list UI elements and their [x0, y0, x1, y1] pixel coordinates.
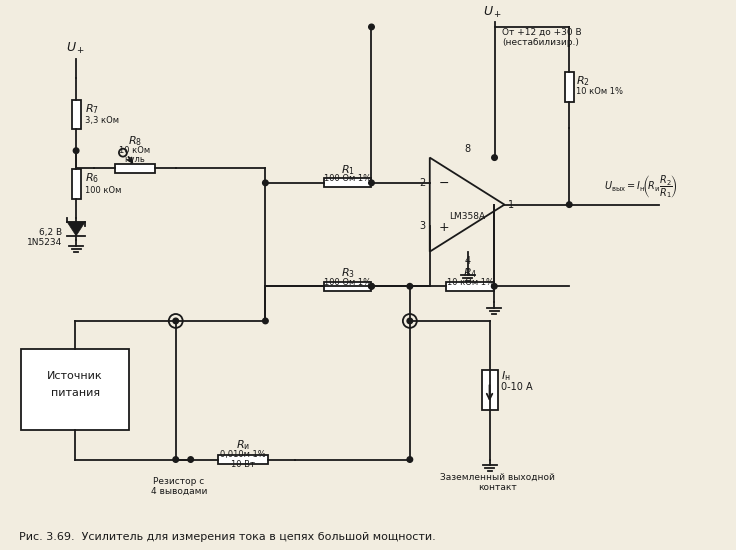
Circle shape: [74, 148, 79, 153]
Circle shape: [263, 318, 268, 324]
Circle shape: [369, 180, 375, 185]
Text: Рис. 3.69.  Усилитель для измерения тока в цепях большой мощности.: Рис. 3.69. Усилитель для измерения тока …: [19, 532, 436, 542]
Text: $R_7$: $R_7$: [85, 102, 99, 116]
Text: Источник: Источник: [47, 371, 103, 381]
Bar: [115, 164, 155, 173]
Circle shape: [369, 283, 375, 289]
Text: 10 Вт: 10 Вт: [231, 460, 255, 469]
Text: 100 кОм: 100 кОм: [85, 186, 121, 195]
Text: $U_+$: $U_+$: [483, 5, 502, 20]
Text: $R_{\mathrm{и}}$: $R_{\mathrm{и}}$: [236, 438, 250, 452]
Text: 3,3 кОм: 3,3 кОм: [85, 116, 119, 125]
Circle shape: [567, 202, 572, 207]
Circle shape: [492, 155, 498, 161]
Text: (нестабилизир.): (нестабилизир.): [503, 39, 579, 47]
Bar: [71, 169, 80, 199]
Circle shape: [492, 283, 497, 289]
Circle shape: [407, 283, 413, 289]
Bar: [71, 100, 80, 129]
Bar: [324, 178, 372, 188]
Text: 4 выводами: 4 выводами: [151, 487, 207, 496]
Text: контакт: контакт: [478, 483, 517, 492]
Circle shape: [188, 456, 194, 463]
Text: $U_+$: $U_+$: [66, 41, 85, 56]
Text: Заземленный выходной: Заземленный выходной: [440, 473, 555, 482]
Text: 2: 2: [420, 178, 426, 188]
Text: 0,010м 1%: 0,010м 1%: [220, 450, 266, 459]
Text: 4: 4: [464, 256, 471, 266]
Text: 0-10 А: 0-10 А: [501, 382, 533, 392]
Text: 1N5234: 1N5234: [27, 238, 62, 248]
Text: $R_8$: $R_8$: [128, 134, 142, 147]
Circle shape: [263, 180, 268, 185]
Text: 1: 1: [507, 200, 514, 210]
Text: 8: 8: [464, 144, 471, 153]
Text: LM358A: LM358A: [449, 212, 485, 221]
Text: $R_3$: $R_3$: [341, 267, 355, 280]
Text: $R_4$: $R_4$: [463, 267, 478, 280]
Text: $+$: $+$: [438, 221, 449, 234]
Circle shape: [173, 456, 179, 463]
Text: 10 кОм 1%: 10 кОм 1%: [447, 278, 494, 287]
Text: 100 Ом 1%: 100 Ом 1%: [324, 174, 371, 183]
Text: $-$: $-$: [438, 177, 449, 189]
Text: нуль: нуль: [124, 155, 145, 164]
Text: $R_6$: $R_6$: [85, 172, 99, 185]
Bar: [21, 349, 129, 430]
Circle shape: [407, 318, 413, 324]
Text: питания: питания: [51, 388, 99, 398]
Bar: [324, 282, 372, 291]
Text: $R_2$: $R_2$: [576, 74, 590, 88]
Bar: [218, 455, 268, 464]
Circle shape: [369, 24, 375, 30]
Circle shape: [369, 283, 375, 289]
Text: 10 кОм: 10 кОм: [119, 146, 150, 155]
Text: Резистор с: Резистор с: [153, 477, 205, 486]
Text: 3: 3: [420, 222, 426, 232]
Text: $I_{\mathrm{н}}$: $I_{\mathrm{н}}$: [501, 370, 511, 383]
Text: $U_{\mathrm{вых}}{=}I_{\mathrm{н}}\!\left(\!R_{\mathrm{и}}\dfrac{R_2}{R_1}\!\rig: $U_{\mathrm{вых}}{=}I_{\mathrm{н}}\!\lef…: [604, 173, 678, 200]
Text: 10 кОм 1%: 10 кОм 1%: [576, 87, 623, 96]
Text: $R_1$: $R_1$: [341, 163, 355, 177]
Text: 6,2 В: 6,2 В: [39, 228, 62, 238]
Circle shape: [173, 318, 179, 324]
Text: 100 Ом 1%: 100 Ом 1%: [324, 278, 371, 287]
Bar: [481, 371, 498, 410]
Circle shape: [407, 456, 413, 463]
Polygon shape: [67, 222, 85, 236]
Bar: [565, 72, 574, 102]
Bar: [447, 282, 495, 291]
Text: От +12 до +30 В: От +12 до +30 В: [503, 28, 582, 36]
